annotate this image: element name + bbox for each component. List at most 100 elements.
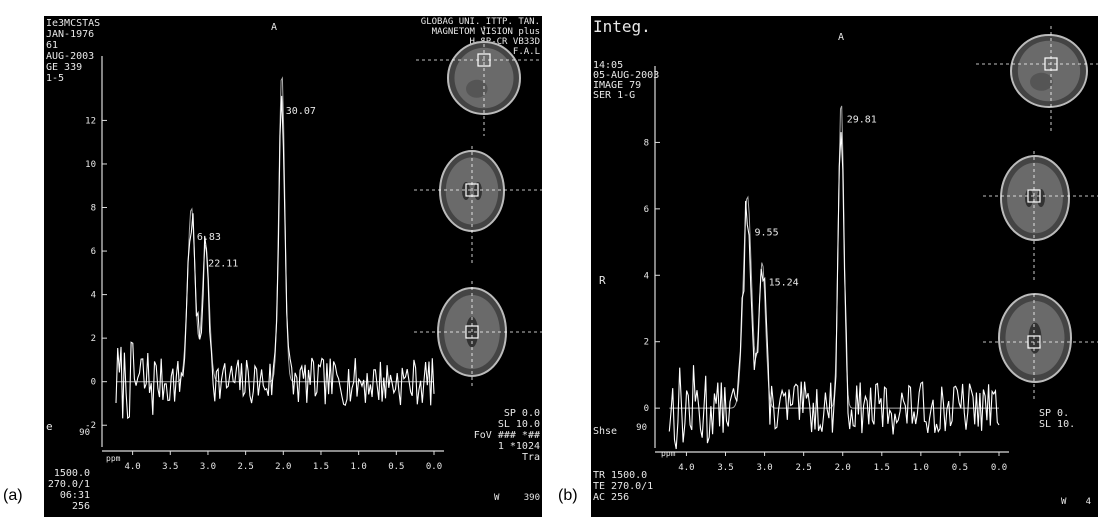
w-label: W (494, 493, 500, 503)
footer-left-line: AC 256 (593, 492, 629, 503)
tick-90: 90 (79, 428, 90, 438)
header-left-line: IMAGE 79 (593, 80, 641, 91)
y-tick-label: 8 (91, 204, 96, 214)
y-tick-label: 0 (91, 378, 96, 388)
brain-tissue (1007, 162, 1063, 234)
peak-annotation: 15.24 (769, 277, 799, 288)
footer-right-line: FoV ### *## (474, 430, 540, 441)
cerebellum (466, 79, 488, 98)
footer-left-line: 256 (72, 501, 90, 512)
header-left-line: 1-5 (46, 73, 64, 84)
header-left-line: 61 (46, 40, 58, 51)
x-tick-label: 4.0 (124, 462, 140, 472)
header-left-line: Ie3MCSTAS (46, 18, 100, 29)
voxel-box (465, 325, 479, 339)
brain-thumbnail-coronal (1000, 155, 1070, 241)
header-left-title: Integ. (593, 17, 651, 36)
peak-annotation: 30.07 (286, 106, 316, 117)
side-letter: R (599, 274, 606, 287)
brain-thumbnail-sagittal (1010, 34, 1088, 108)
brain-tissue (1017, 40, 1081, 102)
x-tick-label: 1.0 (351, 462, 367, 472)
y-tick-label: 6 (91, 247, 96, 257)
peak-annotation: 6.83 (197, 232, 221, 243)
x-tick-label: 0.5 (952, 463, 968, 473)
corner-value: 4 (1086, 497, 1091, 507)
corner-value: 390 (524, 493, 540, 503)
x-tick-label: 0.5 (388, 462, 404, 472)
footer-right-line: Tra (522, 452, 540, 463)
voxel-box (465, 183, 479, 197)
footer-left-line: 1500.0 (54, 468, 90, 479)
peak-annotation: 22.11 (208, 258, 238, 269)
x-tick-label: 2.0 (835, 463, 851, 473)
spectrum-line (115, 95, 435, 420)
y-tick-label: 2 (91, 334, 96, 344)
x-tick-label: 3.0 (756, 463, 772, 473)
footer-right-line: SL 10. (1039, 419, 1075, 430)
ppm-label: ppm (106, 454, 121, 463)
x-tick-label: 0.0 (991, 463, 1007, 473)
header-right-line: F.A.L (513, 47, 540, 57)
x-tick-label: 2.5 (237, 462, 253, 472)
header-center-label: A (838, 32, 844, 43)
footer-right-line: SP 0. (1039, 408, 1069, 419)
header-right-line: GLOBAG UNI. ITTP. TAN. (421, 17, 540, 27)
fit-curve (669, 105, 999, 409)
footer-right-line: 1 *1024 (498, 441, 540, 452)
x-tick-label: 4.0 (678, 463, 694, 473)
y-tick-label: 4 (91, 291, 96, 301)
footer-left-line: 06:31 (60, 490, 90, 501)
voxel-box (477, 53, 491, 67)
header-right-line: MAGNETOM VISION plus (432, 27, 540, 37)
header-center-label: A (271, 22, 277, 33)
header-left-line: 05-AUG-2003 (593, 70, 659, 81)
x-tick-label: 2.0 (275, 462, 291, 472)
y-tick-label: 12 (85, 116, 96, 126)
ventricle (1037, 189, 1045, 207)
side-letter: e (46, 420, 53, 433)
peak-annotation: 29.81 (847, 115, 877, 126)
y-tick-label: 4 (644, 271, 649, 281)
footer-left-line: 270.0/1 (48, 479, 90, 490)
cerebellum (1030, 72, 1053, 91)
x-tick-label: 3.0 (200, 462, 216, 472)
header-right-line: H-SP-CR VB33D (470, 37, 540, 47)
y-tick-label: 0 (644, 404, 649, 414)
header-left-line: AUG-2003 (46, 51, 94, 62)
x-tick-label: 1.0 (913, 463, 929, 473)
y-tick-label: 6 (644, 205, 649, 215)
voxel-box (1027, 189, 1041, 203)
header-left-line: JAN-1976 (46, 29, 94, 40)
y-tick-label: 2 (644, 338, 649, 348)
y-tick-label: -2 (85, 421, 96, 431)
footer-left-line: TE 270.0/1 (593, 481, 653, 492)
voxel-box (1044, 57, 1058, 71)
footer-right-line: SP 0.0 (504, 408, 540, 419)
peak-annotation: 9.55 (755, 227, 779, 238)
y-tick-label: 10 (85, 160, 96, 170)
spectrum-panel-b: 0 2 4 6 8 4.0 3.5 3.0 2.5 2.0 1.5 1.0 0.5 0.0 9.55 15.2… (591, 16, 1098, 517)
ventricle (1028, 322, 1042, 354)
panel-label-a: (a) (3, 487, 23, 504)
tick-90: 90 (636, 423, 647, 433)
spectrum-panel-a: -2 0 2 4 6 8 10 12 4.0 3.5 3.0 2.5 2.0 1.5 1.0 0.5 0.0 6.… (44, 16, 542, 517)
ventricle (1025, 189, 1033, 207)
fit-curve (116, 76, 434, 383)
spectrum-chart-b: 0 2 4 6 8 4.0 3.5 3.0 2.5 2.0 1.5 1.0 0.5 0.0 9.55 15.2… (593, 17, 1098, 507)
header-left-line: GE 339 (46, 62, 82, 73)
x-tick-label: 3.5 (717, 463, 733, 473)
header-left-line: SER 1-G (593, 90, 635, 101)
x-tick-label: 3.5 (162, 462, 178, 472)
w-label: W (1061, 497, 1067, 507)
shse-label: Shse (593, 426, 617, 437)
spectrum-line (668, 132, 1000, 450)
panel-label-b: (b) (558, 487, 578, 504)
x-tick-label: 1.5 (874, 463, 890, 473)
spectrum-chart-a: -2 0 2 4 6 8 10 12 4.0 3.5 3.0 2.5 2.0 1.5 1.0 0.5 0.0 6.… (46, 17, 542, 512)
x-tick-label: 0.0 (426, 462, 442, 472)
voxel-box (1027, 335, 1041, 349)
x-tick-label: 2.5 (796, 463, 812, 473)
brain-thumbnail-axial (998, 293, 1072, 383)
ppm-label: ppm (661, 449, 676, 458)
